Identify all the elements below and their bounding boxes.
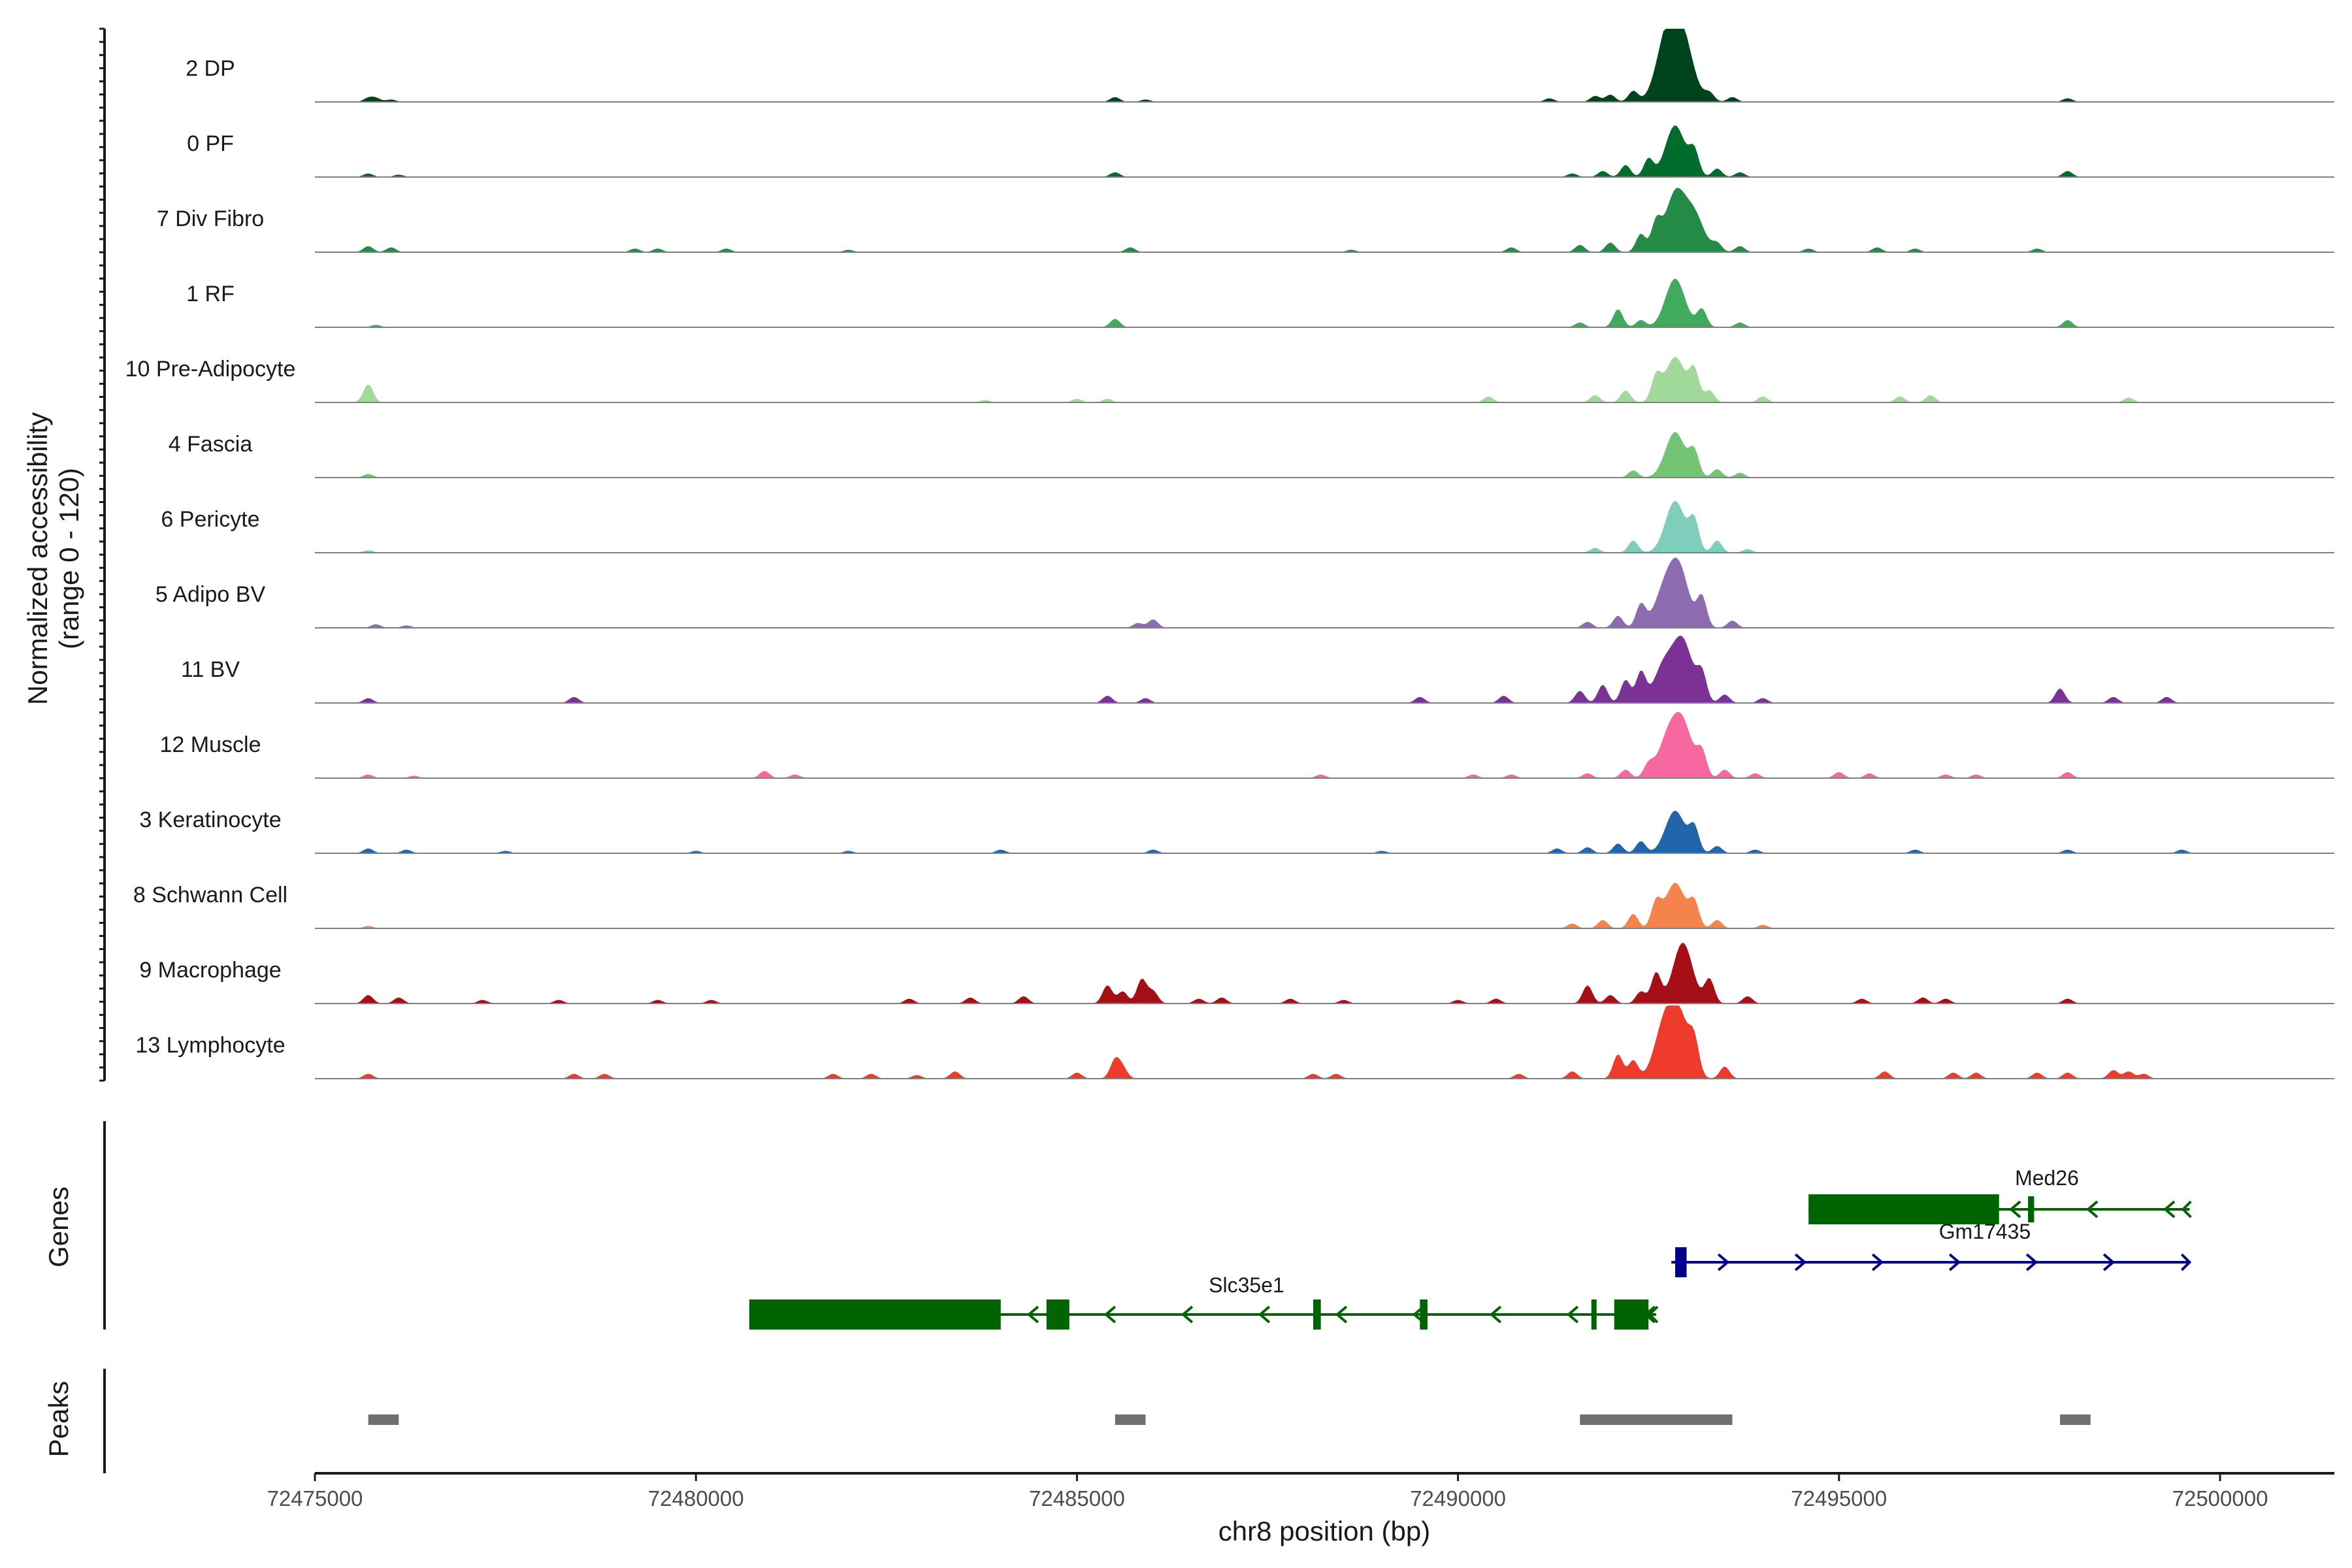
track-label: 8 Schwann Cell xyxy=(133,883,287,907)
track-label: 1 RF xyxy=(186,282,235,306)
track-11: 8 Schwann Cell xyxy=(133,883,2334,929)
track-area xyxy=(315,432,2334,478)
x-axis: 72475000 72480000 72485000 72490000 72495000… xyxy=(267,1472,2334,1511)
track-area xyxy=(315,711,2334,778)
track-label: 3 Keratinocyte xyxy=(139,808,281,832)
strand-arrow xyxy=(2025,1253,2038,1271)
peaks-panel-label: Peaks xyxy=(43,1381,74,1458)
exon xyxy=(1614,1299,1649,1330)
gene-label: Gm17435 xyxy=(1939,1220,2031,1243)
gene-end-chevron xyxy=(2180,1253,2192,1271)
x-tick-label: 72495000 xyxy=(1791,1486,1887,1511)
gene-label: Slc35e1 xyxy=(1209,1273,1284,1297)
strand-arrow xyxy=(1489,1305,1502,1324)
track-label: 12 Muscle xyxy=(160,732,261,757)
track-area xyxy=(315,188,2334,252)
strand-arrow xyxy=(1181,1305,1194,1324)
track-area xyxy=(315,29,2334,102)
x-tick-label: 72490000 xyxy=(1410,1486,1506,1511)
track-area xyxy=(315,357,2334,402)
strand-arrow xyxy=(2163,1200,2176,1218)
strand-arrow xyxy=(1026,1305,1039,1324)
x-tick-label: 72480000 xyxy=(648,1486,744,1511)
track-label: 6 Pericyte xyxy=(161,507,259,532)
exon xyxy=(2028,1196,2034,1222)
track-area xyxy=(315,1005,2334,1079)
track-6: 6 Pericyte xyxy=(161,501,2334,553)
track-9: 12 Muscle xyxy=(160,711,2334,779)
exon xyxy=(1591,1299,1597,1330)
exon xyxy=(749,1299,1001,1330)
track-area xyxy=(315,883,2334,928)
track-5: 4 Fascia xyxy=(169,432,2334,478)
x-axis-label: chr8 position (bp) xyxy=(1218,1516,1431,1546)
track-label: 13 Lymphocyte xyxy=(135,1033,285,1058)
exon xyxy=(1420,1299,1428,1330)
gene-Med26: Med26 xyxy=(1808,1166,2192,1224)
track-label: 7 Div Fibro xyxy=(157,206,264,231)
strand-arrow xyxy=(1871,1253,1884,1271)
track-label: 5 Adipo BV xyxy=(155,582,266,607)
peak-region xyxy=(2060,1414,2091,1425)
exon xyxy=(1313,1299,1321,1330)
track-label: 4 Fascia xyxy=(169,432,253,457)
track-label: 11 BV xyxy=(181,657,240,682)
track-13: 13 Lymphocyte xyxy=(135,1005,2334,1079)
track-8: 11 BV xyxy=(181,636,2334,704)
track-area xyxy=(315,943,2334,1004)
strand-arrow xyxy=(1103,1305,1117,1324)
strand-arrow xyxy=(2009,1200,2021,1218)
x-tick-label: 72500000 xyxy=(2172,1486,2268,1511)
genes-panel-label: Genes xyxy=(43,1186,74,1267)
track-area xyxy=(315,279,2334,327)
exon xyxy=(1046,1299,1070,1330)
track-1: 0 PF xyxy=(187,125,2334,178)
peak-region xyxy=(1115,1414,1146,1425)
y-axis-label-line2: (range 0 - 120) xyxy=(54,468,84,649)
strand-arrow xyxy=(1794,1253,1807,1271)
track-3: 1 RF xyxy=(186,279,2334,328)
track-0: 2 DP xyxy=(186,29,2334,103)
track-area xyxy=(315,501,2334,553)
track-label: 9 Macrophage xyxy=(139,958,281,983)
coverage-tracks: 2 DP 0 PF 7 Div Fibro 1 RF 10 Pre-Adipocyte 4… xyxy=(99,27,2334,1082)
exon xyxy=(1675,1247,1687,1277)
strand-arrow xyxy=(1258,1305,1271,1324)
track-7: 5 Adipo BV xyxy=(155,557,2334,629)
track-label: 10 Pre-Adipocyte xyxy=(125,357,296,382)
exon xyxy=(1808,1194,1999,1224)
track-2: 7 Div Fibro xyxy=(157,188,2334,253)
gene-end-chevron xyxy=(2181,1200,2192,1218)
track-area xyxy=(315,636,2334,703)
track-area xyxy=(315,811,2334,853)
track-10: 3 Keratinocyte xyxy=(139,808,2334,854)
gene-label: Med26 xyxy=(2015,1166,2079,1190)
strand-arrow xyxy=(1566,1305,1579,1324)
track-label: 0 PF xyxy=(187,131,234,156)
strand-arrow xyxy=(2086,1200,2099,1218)
gene-Gm17435: Gm17435 xyxy=(1671,1220,2192,1277)
track-area xyxy=(315,557,2334,628)
strand-arrow xyxy=(2102,1253,2115,1271)
track-area xyxy=(315,125,2334,177)
peak-region xyxy=(1580,1414,1733,1425)
gene-Slc35e1: Slc35e1 xyxy=(749,1273,1659,1330)
peaks-panel xyxy=(103,1369,2091,1473)
x-tick-label: 72485000 xyxy=(1029,1486,1125,1511)
track-4: 10 Pre-Adipocyte xyxy=(125,357,2334,403)
y-axis-label-line1: Normalized accessibility xyxy=(22,412,53,705)
track-label: 2 DP xyxy=(186,56,235,81)
strand-arrow xyxy=(1717,1253,1730,1271)
genes-panel: Med26 Gm17435 Slc35e1 xyxy=(103,1121,2192,1330)
track-12: 9 Macrophage xyxy=(139,943,2334,1004)
peak-region xyxy=(368,1414,399,1425)
strand-arrow xyxy=(1948,1253,1961,1271)
strand-arrow xyxy=(1335,1305,1348,1324)
gene-end-chevron xyxy=(1648,1305,1659,1324)
x-tick-label: 72475000 xyxy=(267,1486,363,1511)
